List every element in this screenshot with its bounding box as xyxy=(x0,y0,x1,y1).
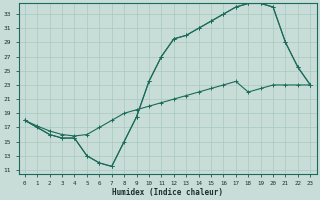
X-axis label: Humidex (Indice chaleur): Humidex (Indice chaleur) xyxy=(112,188,223,197)
